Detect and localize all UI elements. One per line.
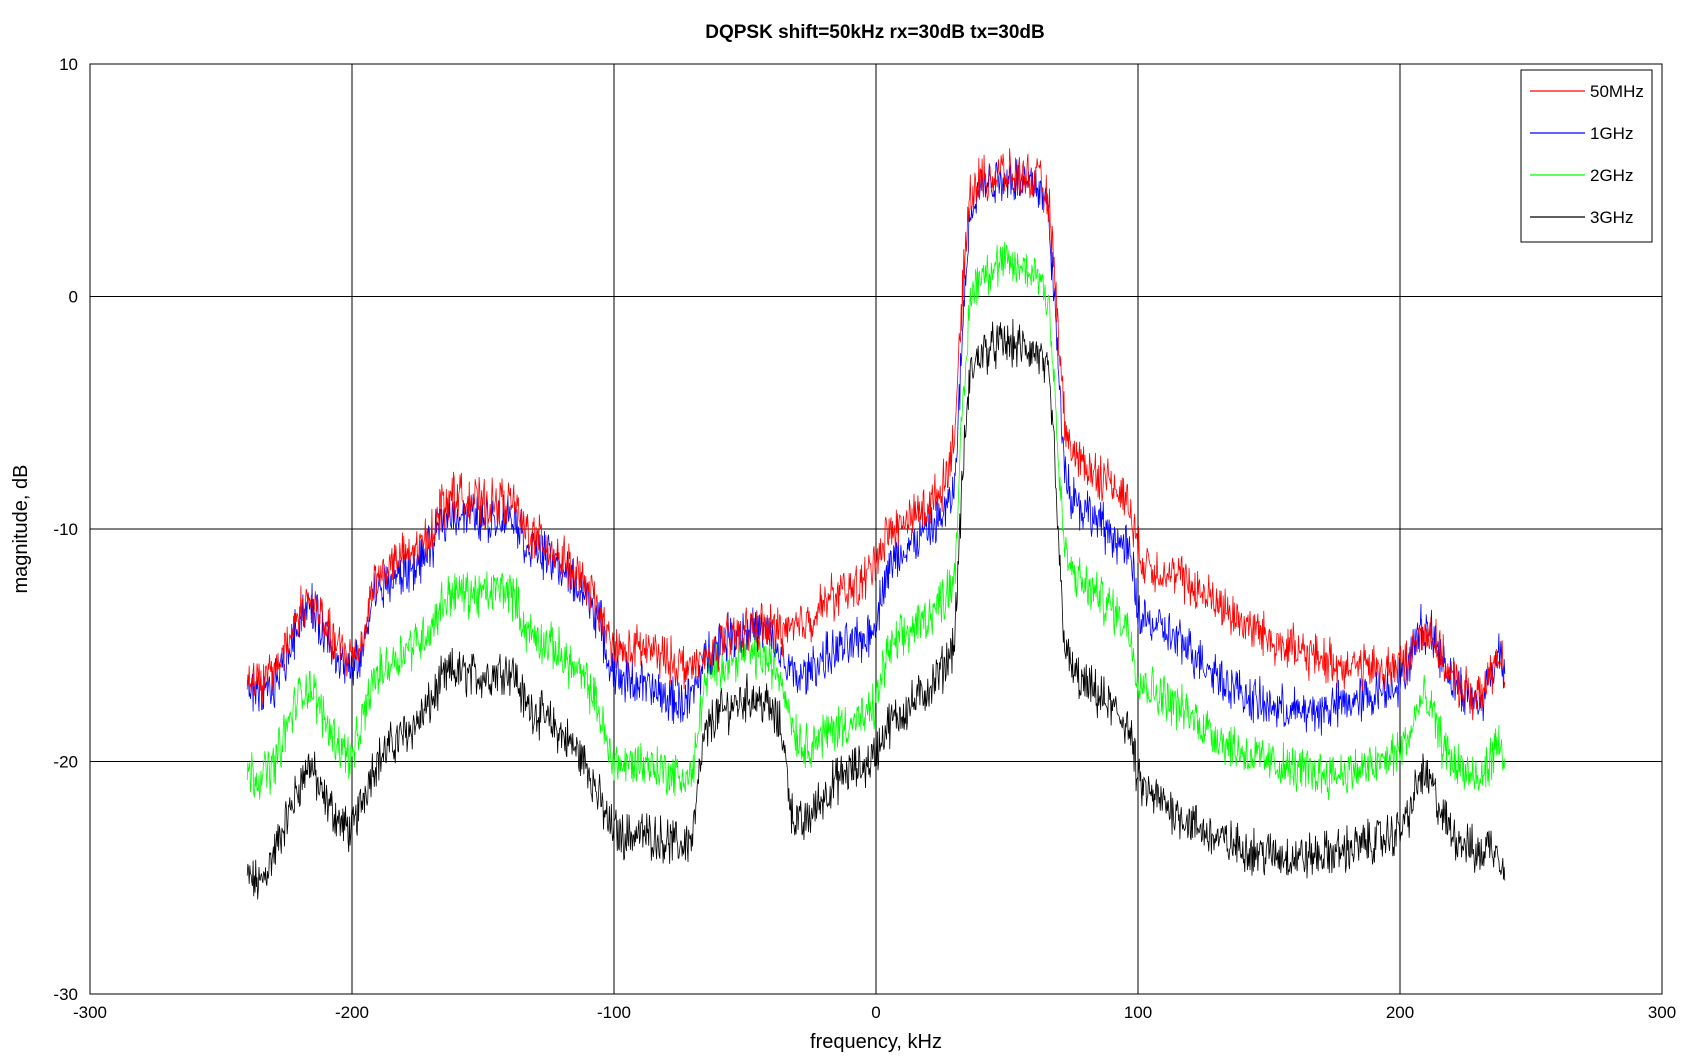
x-tick-label-1: -200	[335, 1003, 369, 1022]
x-tick-label-5: 200	[1386, 1003, 1414, 1022]
legend-label-1: 1GHz	[1590, 124, 1633, 143]
y-tick-label-3: 0	[69, 288, 78, 307]
x-axis-label: frequency, kHz	[810, 1031, 942, 1053]
x-tick-label-0: -300	[73, 1003, 107, 1022]
x-tick-label-6: 300	[1648, 1003, 1676, 1022]
legend-label-3: 3GHz	[1590, 208, 1633, 227]
chart-title: DQPSK shift=50kHz rx=30dB tx=30dB	[705, 22, 1045, 43]
series-layer	[246, 148, 1506, 900]
y-tick-label-2: -10	[53, 520, 78, 539]
legend-box	[1520, 69, 1653, 243]
series-line-0	[246, 148, 1506, 721]
series-line-3	[246, 319, 1506, 900]
series-line-1	[246, 159, 1506, 736]
legend-label-2: 2GHz	[1590, 166, 1633, 185]
series-line-2	[246, 242, 1506, 801]
grid	[90, 64, 1662, 994]
legend: 50MHz 1GHz 2GHz 3GHz	[1520, 69, 1653, 243]
x-axis-ticks: -300 -200 -100 0 100 200 300	[73, 1003, 1676, 1022]
plot-frame	[89, 63, 1663, 995]
x-tick-label-2: -100	[597, 1003, 631, 1022]
y-axis-label: magnitude, dB	[10, 465, 32, 594]
x-tick-label-3: 0	[871, 1003, 880, 1022]
x-tick-label-4: 100	[1124, 1003, 1152, 1022]
y-tick-label-4: 10	[59, 55, 78, 74]
y-axis-ticks: -30 -20 -10 0 10	[53, 55, 78, 1004]
y-tick-label-0: -30	[53, 985, 78, 1004]
y-tick-label-1: -20	[53, 753, 78, 772]
legend-label-0: 50MHz	[1590, 82, 1644, 101]
